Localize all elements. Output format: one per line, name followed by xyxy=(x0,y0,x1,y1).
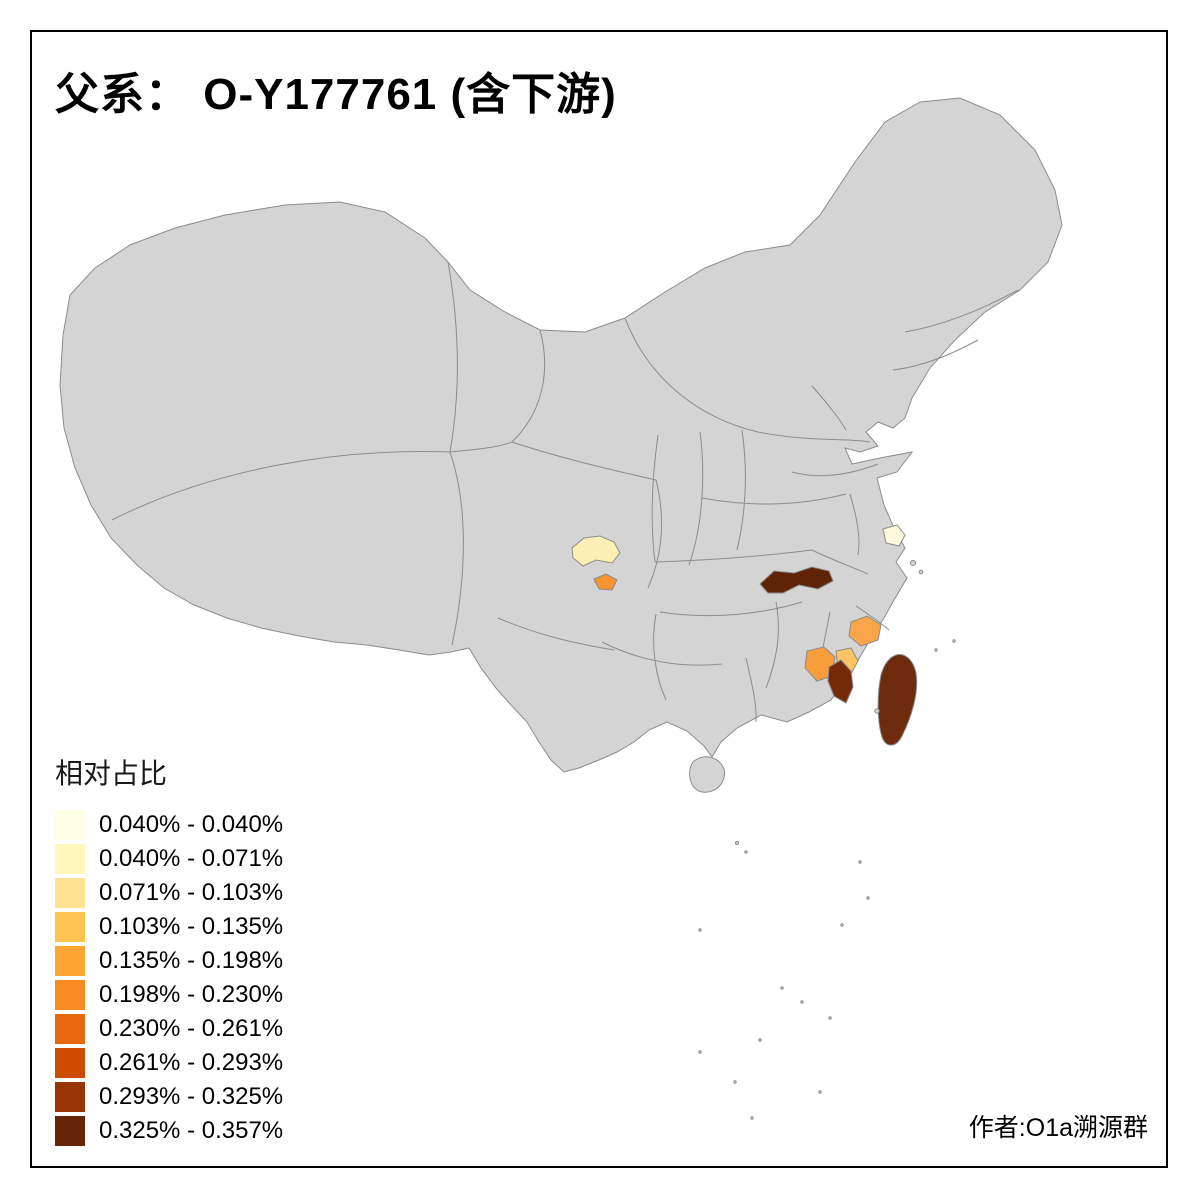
region-hubei-east-area xyxy=(759,566,834,594)
legend-item: 0.103% - 0.135% xyxy=(55,910,283,944)
legend-swatch xyxy=(55,878,85,908)
legend-label: 0.103% - 0.135% xyxy=(99,913,284,940)
province-borders xyxy=(111,261,1019,723)
legend-item: 0.325% - 0.357% xyxy=(55,1114,283,1148)
legend-label: 0.325% - 0.357% xyxy=(99,1117,284,1144)
legend-item: 0.230% - 0.261% xyxy=(55,1012,283,1046)
region-taiwan xyxy=(877,654,918,746)
legend-label: 0.261% - 0.293% xyxy=(99,1049,284,1076)
legend-label: 0.135% - 0.198% xyxy=(99,947,284,974)
page-title: 父系： O-Y177761 (含下游) xyxy=(55,70,617,119)
legend: 相对占比 0.040% - 0.040% 0.040% - 0.071% 0.0… xyxy=(55,752,283,1148)
legend-swatch xyxy=(55,1048,85,1078)
legend-item: 0.071% - 0.103% xyxy=(55,876,283,910)
legend-item: 0.261% - 0.293% xyxy=(55,1046,283,1080)
legend-swatch xyxy=(55,912,85,942)
legend-item: 0.198% - 0.230% xyxy=(55,978,283,1012)
legend-label: 0.198% - 0.230% xyxy=(99,981,284,1008)
legend-item: 0.293% - 0.325% xyxy=(55,1080,283,1114)
legend-swatch xyxy=(55,1116,85,1146)
legend-label: 0.071% - 0.103% xyxy=(99,879,284,906)
legend-title: 相对占比 xyxy=(55,758,168,789)
legend-item: 0.040% - 0.040% xyxy=(55,808,283,842)
legend-item: 0.135% - 0.198% xyxy=(55,944,283,978)
highlighted-regions xyxy=(571,524,918,746)
small-islands xyxy=(698,560,956,1120)
legend-swatch xyxy=(55,980,85,1010)
legend-swatch xyxy=(55,844,85,874)
legend-swatch xyxy=(55,810,85,840)
region-shanghai-area xyxy=(882,524,906,547)
region-chengdu-area xyxy=(571,535,621,567)
hainan-island xyxy=(689,756,725,793)
legend-item: 0.040% - 0.071% xyxy=(55,842,283,876)
author-credit: 作者:O1a溯源群 xyxy=(968,1114,1148,1142)
legend-label: 0.230% - 0.261% xyxy=(99,1015,284,1042)
legend-swatch xyxy=(55,1014,85,1044)
legend-label: 0.040% - 0.040% xyxy=(99,811,284,838)
legend-label: 0.293% - 0.325% xyxy=(99,1083,284,1110)
legend-swatch xyxy=(55,1082,85,1112)
legend-swatch xyxy=(55,946,85,976)
region-fujian-coast-area xyxy=(848,615,882,647)
region-minnan-chaoshan-area xyxy=(827,659,854,704)
mainland-landmass xyxy=(59,97,1063,793)
region-sichuan-south-area xyxy=(593,573,618,591)
legend-label: 0.040% - 0.071% xyxy=(99,845,284,872)
